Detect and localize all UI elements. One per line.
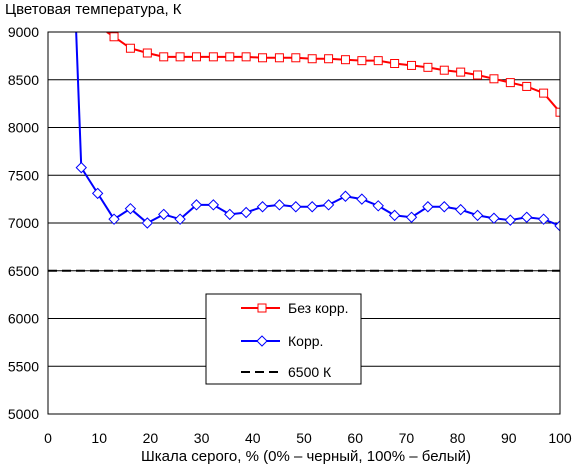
- series-0: [106, 32, 560, 117]
- series-layer: [48, 32, 560, 272]
- x-tick-labels: 0 10 20 30 40 50 60 70 80 90 100: [44, 430, 572, 446]
- y-tick-label-1: 5500: [8, 358, 39, 374]
- series-1-point-2: [108, 213, 120, 225]
- series-1-point-21: [422, 201, 434, 213]
- series-line-1: [75, 32, 560, 227]
- legend-label-1: Корр.: [288, 333, 323, 349]
- y-tick-label-4: 7000: [8, 215, 39, 231]
- legend: Без корр. Корр. 6500 К: [205, 293, 362, 385]
- y-tick-label-6: 8000: [8, 120, 39, 136]
- series-0-point-26: [539, 88, 549, 98]
- series-1-point-12: [273, 199, 286, 211]
- series-1-point-9: [224, 208, 236, 221]
- legend-marker-1: [256, 335, 268, 347]
- series-1-point-29: [554, 220, 560, 232]
- legend-label-0: Без корр.: [288, 300, 349, 316]
- series-1-point-22: [438, 201, 450, 213]
- series-1-point-6: [174, 213, 186, 225]
- series-1: [75, 32, 560, 232]
- series-0-point-16: [373, 56, 383, 66]
- x-tick-label-9: 90: [501, 430, 517, 446]
- series-0-point-17: [390, 59, 400, 69]
- series-0-point-22: [473, 70, 483, 80]
- series-0-point-7: [225, 52, 235, 62]
- series-1-point-17: [356, 193, 368, 205]
- y-tick-labels: 5000 5500 6000 6500 7000 7500 8000 8500 9000: [8, 24, 39, 422]
- series-1-point-23: [454, 203, 467, 216]
- y-tick-label-5: 7500: [8, 167, 39, 183]
- y-tick-label-0: 5000: [8, 406, 39, 422]
- y-tick-label-2: 6000: [8, 311, 39, 327]
- series-0-point-8: [241, 52, 251, 62]
- series-0-point-19: [423, 62, 433, 72]
- legend-label-2: 6500 К: [288, 364, 332, 380]
- series-0-point-21: [456, 67, 466, 77]
- x-tick-label-6: 60: [347, 430, 363, 446]
- series-0-point-1: [125, 43, 135, 53]
- series-0-point-13: [324, 54, 334, 64]
- plot-frame: [47, 31, 561, 415]
- x-tick-label-8: 80: [450, 430, 466, 446]
- series-0-point-11: [291, 53, 301, 63]
- series-0-point-23: [489, 74, 499, 84]
- series-1-point-25: [488, 212, 500, 224]
- series-1-point-27: [521, 211, 533, 223]
- series-1-point-26: [504, 214, 517, 226]
- x-tick-label-5: 50: [296, 430, 312, 446]
- y-tick-label-7: 8500: [8, 72, 39, 88]
- series-1-point-5: [158, 208, 170, 221]
- series-line-0: [106, 32, 560, 113]
- series-1-point-20: [405, 211, 418, 223]
- series-1-point-15: [322, 199, 335, 211]
- x-tick-label-2: 20: [143, 430, 159, 446]
- x-tick-label-4: 40: [245, 430, 261, 446]
- x-axis-title: Шкала серого, % (0% – черный, 100% – бел…: [141, 448, 471, 465]
- series-1-point-11: [256, 201, 269, 213]
- series-1-point-16: [339, 190, 352, 202]
- series-0-point-5: [191, 52, 201, 62]
- series-0-point-10: [274, 53, 284, 63]
- legend-marker-0: [257, 303, 267, 313]
- series-0-point-4: [175, 52, 185, 62]
- series-0-point-27: [555, 107, 560, 117]
- series-1-point-7: [190, 199, 203, 211]
- series-0-point-18: [407, 60, 417, 70]
- series-1-point-24: [471, 209, 484, 222]
- series-1-point-10: [240, 206, 252, 219]
- series-0-point-2: [142, 48, 152, 58]
- x-tick-label-10: 100: [548, 430, 572, 446]
- series-1-point-14: [306, 201, 318, 213]
- series-0-point-0: [109, 32, 119, 42]
- series-1-point-3: [124, 202, 137, 215]
- x-tick-label-0: 0: [44, 430, 52, 446]
- series-0-point-20: [439, 65, 449, 75]
- series-1-point-1: [91, 187, 104, 200]
- series-1-point-18: [372, 200, 384, 212]
- x-tick-label-7: 70: [399, 430, 415, 446]
- y-axis-title: Цветовая температура, К: [5, 1, 182, 18]
- series-0-point-12: [307, 54, 317, 64]
- series-0-point-9: [258, 53, 268, 63]
- series-1-point-19: [388, 209, 401, 222]
- series-1-point-0: [75, 161, 87, 174]
- legend-box: [205, 293, 362, 385]
- series-1-point-13: [290, 201, 302, 213]
- series-1-point-28: [537, 213, 550, 225]
- series-0-point-3: [159, 52, 169, 62]
- series-1-point-8: [207, 199, 220, 211]
- series-0-point-15: [357, 56, 367, 66]
- series-0-point-14: [340, 55, 350, 65]
- series-0-point-6: [208, 52, 218, 62]
- x-tick-label-3: 30: [194, 430, 210, 446]
- y-tick-label-8: 9000: [8, 24, 39, 40]
- x-tick-label-1: 10: [91, 430, 107, 446]
- series-0-point-25: [522, 81, 532, 91]
- series-1-point-4: [141, 217, 154, 229]
- y-tick-label-3: 6500: [8, 263, 39, 279]
- series-0-point-24: [505, 78, 515, 88]
